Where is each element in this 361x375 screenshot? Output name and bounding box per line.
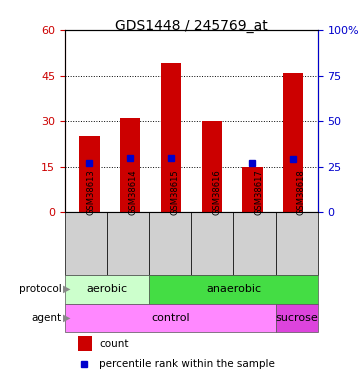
Text: ▶: ▶	[63, 284, 71, 294]
FancyBboxPatch shape	[234, 212, 275, 275]
FancyBboxPatch shape	[107, 212, 149, 275]
Bar	[79, 136, 100, 212]
FancyBboxPatch shape	[65, 275, 149, 303]
FancyBboxPatch shape	[149, 212, 191, 275]
Text: aerobic: aerobic	[87, 284, 128, 294]
Text: GSM38615: GSM38615	[170, 170, 179, 216]
Text: anaerobic: anaerobic	[206, 284, 261, 294]
Text: GSM38613: GSM38613	[86, 170, 95, 216]
FancyBboxPatch shape	[275, 212, 318, 275]
Text: agent: agent	[31, 313, 61, 323]
Bar	[283, 72, 303, 212]
Bar	[201, 121, 222, 212]
Text: control: control	[151, 313, 190, 323]
FancyBboxPatch shape	[65, 212, 107, 275]
Text: percentile rank within the sample: percentile rank within the sample	[99, 359, 275, 369]
Text: GSM38618: GSM38618	[297, 170, 306, 216]
FancyBboxPatch shape	[65, 303, 275, 332]
Text: GSM38616: GSM38616	[212, 170, 221, 216]
Bar	[161, 63, 181, 212]
FancyBboxPatch shape	[275, 303, 318, 332]
FancyBboxPatch shape	[191, 212, 234, 275]
Text: protocol: protocol	[19, 284, 61, 294]
Bar	[78, 336, 92, 351]
Text: count: count	[99, 339, 129, 348]
Bar	[242, 167, 263, 212]
Text: ▶: ▶	[63, 313, 71, 323]
FancyBboxPatch shape	[149, 275, 318, 303]
Text: GSM38617: GSM38617	[255, 170, 264, 216]
Text: sucrose: sucrose	[275, 313, 318, 323]
Text: GDS1448 / 245769_at: GDS1448 / 245769_at	[115, 19, 268, 33]
Text: GSM38614: GSM38614	[128, 170, 137, 216]
Bar	[120, 118, 140, 212]
